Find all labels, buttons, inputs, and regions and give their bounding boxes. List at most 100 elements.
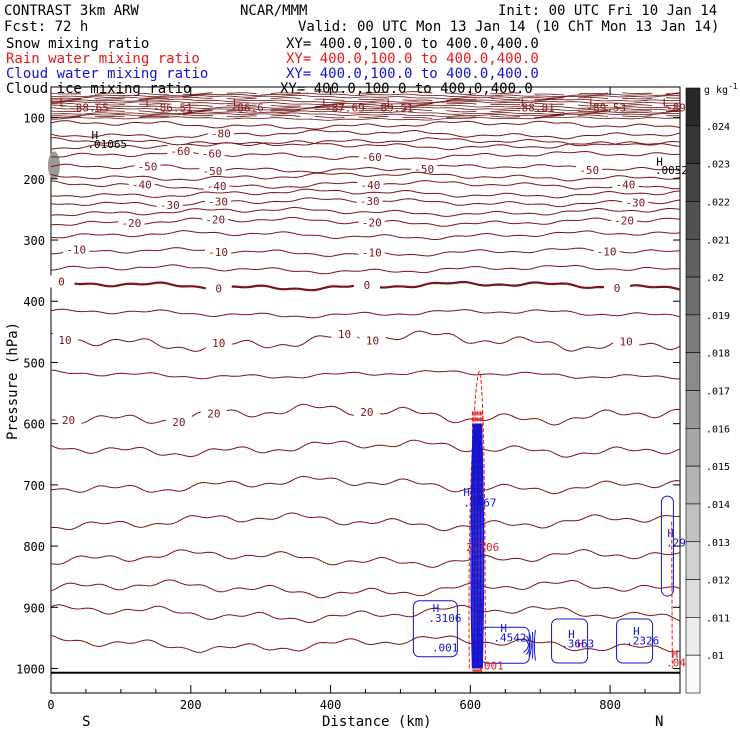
temperature-label: -10 — [66, 244, 86, 257]
temperature-contour-minor — [50, 475, 681, 495]
cloud-water-contour — [473, 423, 477, 669]
temperature-label-bg — [611, 214, 638, 227]
temperature-contour-minor — [50, 634, 681, 653]
y-tick-label: 400 — [23, 295, 45, 309]
temperature-label: 10 — [58, 334, 71, 347]
temperature-label-bg — [358, 246, 385, 259]
temperature-label-bg — [353, 278, 380, 291]
temperature-label: -20 — [205, 213, 225, 226]
y-tick-label: 500 — [23, 356, 45, 370]
cloud-water-label: H — [500, 622, 507, 635]
snow-shade — [48, 151, 60, 180]
temperature-label-bg — [205, 336, 232, 349]
valid-time: Valid: 00 UTC Mon 13 Jan 14 (10 ChT Mon … — [298, 19, 719, 35]
temperature-contour-upper — [50, 94, 681, 100]
extrema-label: L — [589, 97, 596, 110]
legend-cloud-ice-xy: XY= 400.0,100.0 to 400.0,400.0 — [280, 81, 533, 97]
temperature-label-bg — [203, 180, 230, 193]
x-tick-label: 0 — [47, 698, 54, 712]
temperature-contour-minor — [50, 264, 681, 275]
temperature-contour-minor — [50, 579, 681, 599]
temperature-contour-upper — [50, 104, 681, 109]
cloud-water-contour — [480, 423, 485, 669]
cloud-water-contour — [478, 423, 482, 669]
temperature-label-bg — [357, 179, 384, 192]
colorbar-swatch — [685, 201, 701, 240]
temperature-label: -50 — [579, 164, 599, 177]
temperature-label: 20 — [360, 406, 373, 419]
temperature-contour — [50, 140, 681, 151]
cloud-water-contour — [471, 423, 476, 669]
temperature-label-bg — [358, 150, 385, 163]
temperature-label: 0 — [364, 279, 371, 292]
extrema-label: L — [663, 97, 670, 110]
temperature-contour-upper — [50, 90, 681, 96]
rain-water-label: H — [672, 648, 679, 661]
temperature-label-bg — [205, 195, 232, 208]
temperature-contour-upper — [51, 116, 681, 121]
colorbar-tick-label: .017 — [706, 387, 730, 398]
y-tick-label: 600 — [23, 418, 45, 432]
colorbar-tick-label: .021 — [706, 235, 730, 246]
y-tick-label: 300 — [23, 234, 45, 248]
temperature-label-bg — [622, 196, 649, 209]
temperature-label: 0 — [215, 282, 222, 295]
temperature-label: 10 — [338, 328, 351, 341]
temperature-label: -20 — [362, 217, 382, 230]
colorbar-swatch — [685, 314, 701, 353]
cloud-water-nested — [528, 633, 532, 657]
colorbar-tick-label: .011 — [706, 613, 730, 624]
colorbar-tick-label: .016 — [706, 424, 730, 435]
cloud-water-contour — [477, 423, 480, 669]
temperature-label-bg — [51, 333, 78, 346]
cloud-water-label: .001 — [432, 641, 459, 654]
colorbar-tick-label: .023 — [706, 160, 730, 171]
cloud-water-label: .3106 — [428, 612, 461, 625]
temperature-label: -40 — [207, 180, 227, 193]
colorbar-tick-label: .012 — [706, 576, 730, 587]
y-tick-label: 200 — [23, 173, 45, 187]
extrema-label: -88.81 — [515, 101, 555, 114]
temperature-label-bg — [331, 327, 358, 340]
colorbar-swatch — [685, 276, 701, 316]
temperature-contour-minor — [50, 206, 681, 217]
temperature-label-bg — [358, 216, 385, 229]
temperature-label: -30 — [625, 196, 645, 209]
temperature-contour-minor — [50, 308, 681, 319]
temperature-label-bg — [200, 407, 227, 420]
extrema-label: -89 — [666, 101, 686, 114]
temperature-label-bg — [199, 164, 226, 177]
temperature-contour-minor — [50, 604, 681, 624]
temperature-label-bg — [205, 282, 232, 295]
colorbar-swatch — [685, 465, 701, 505]
legend-rain-xy: XY= 400.0,100.0 to 400.0,400.0 — [286, 51, 539, 67]
extrema-label: H — [92, 129, 99, 142]
temperature-label: -10 — [208, 246, 228, 259]
colorbar-tick-label: .024 — [706, 122, 730, 133]
x-tick-label: 400 — [320, 698, 342, 712]
y-tick-label: 900 — [23, 601, 45, 615]
extrema-label: -88.65 — [69, 101, 109, 114]
colorbar-swatch — [685, 238, 701, 278]
colorbar-swatch — [685, 352, 701, 391]
temperature-label: -40 — [360, 179, 380, 192]
cloud-water-label: .29 — [666, 537, 686, 550]
y-axis-label: Pressure (hPa) — [5, 322, 21, 440]
temperature-label-bg — [593, 245, 620, 258]
extrema-label: H — [656, 155, 663, 168]
legend-cloud-water-xy: XY= 400.0,100.0 to 400.0,400.0 — [286, 66, 539, 82]
colorbar-swatch — [685, 390, 701, 429]
temperature-label: 20 — [62, 414, 75, 427]
colorbar: .024 .023 .022 .021 .02 .019 .018 .017 .016 .015.… — [685, 87, 730, 694]
temperature-label-bg — [128, 178, 155, 191]
temperature-contour-minor — [50, 369, 681, 380]
x-endpoint-south: S — [82, 714, 90, 730]
temperature-label-bg — [156, 198, 183, 211]
colorbar-swatch — [685, 163, 701, 202]
forecast-hour: Fcst: 72 h — [4, 19, 88, 35]
x-endpoint-north: N — [655, 714, 663, 730]
temperature-label: -80 — [211, 128, 231, 141]
temperature-label-bg — [613, 335, 640, 348]
colorbar-tick-label: .018 — [706, 349, 730, 360]
legend-cloud-water-label: Cloud water mixing ratio — [6, 66, 208, 82]
